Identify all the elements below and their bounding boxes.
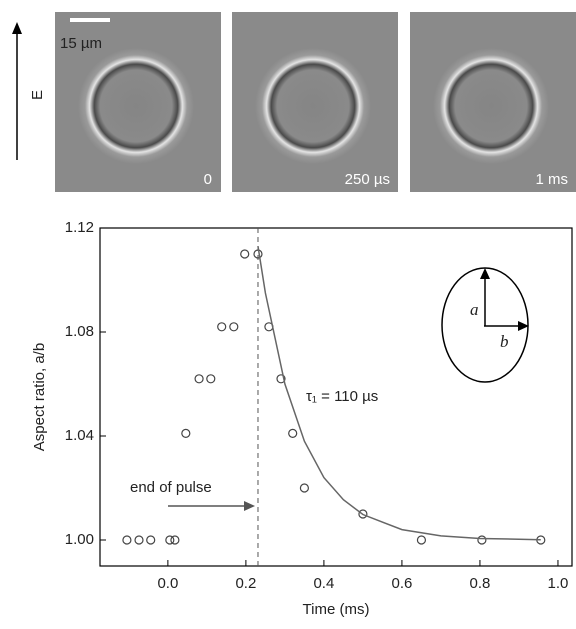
scale-label: 15 µm	[60, 35, 102, 52]
x-tick-label: 0.4	[313, 575, 334, 592]
x-tick-label: 0.8	[470, 575, 491, 592]
data-point	[181, 428, 191, 438]
data-point	[477, 535, 487, 545]
y-tick-label: 1.00	[65, 531, 94, 548]
arrow-head	[518, 321, 529, 331]
x-tick-label: 0.0	[157, 575, 178, 592]
field-label: E	[29, 90, 46, 100]
data-point	[146, 535, 156, 545]
micrographs: 15 µm 0 250 µs 1 ms E	[12, 12, 576, 192]
data-point	[194, 374, 204, 384]
droplet	[255, 48, 371, 164]
inset-label: b	[500, 332, 509, 351]
fit-line	[257, 246, 541, 541]
data-point	[122, 535, 132, 545]
droplet	[433, 48, 549, 164]
data-point	[358, 509, 368, 519]
inset-label: a	[470, 300, 479, 319]
x-tick-label: 0.6	[391, 575, 412, 592]
data-point	[229, 322, 239, 332]
panel-label: 1 ms	[535, 171, 568, 188]
x-tick-label: 0.2	[235, 575, 256, 592]
data-point	[206, 374, 216, 384]
panel-label: 0	[204, 171, 212, 188]
data-point	[276, 374, 286, 384]
tau-label: τ₁ = 110 µs	[306, 388, 378, 405]
y-tick-label: 1.12	[65, 219, 94, 236]
y-tick-label: 1.04	[65, 427, 94, 444]
pulse-label: end of pulse	[130, 479, 212, 496]
data-point	[240, 249, 250, 259]
panel-label: 250 µs	[345, 171, 390, 188]
data-point	[299, 483, 310, 493]
data-point	[165, 535, 175, 545]
plot-frame	[99, 227, 573, 567]
y-tick-label: 1.08	[65, 323, 94, 340]
arrow-head	[480, 268, 490, 279]
data-point	[170, 535, 180, 545]
x-axis-label: Time (ms)	[303, 601, 370, 618]
data-point	[416, 535, 427, 545]
droplet	[78, 48, 194, 164]
arrow-head	[12, 22, 22, 34]
x-tick-label: 1.0	[548, 575, 569, 592]
y-axis-label: Aspect ratio, a/b	[31, 343, 48, 451]
data-point	[288, 428, 298, 438]
arrow-head	[244, 501, 255, 511]
data-point	[134, 535, 144, 545]
data-point	[217, 322, 227, 332]
